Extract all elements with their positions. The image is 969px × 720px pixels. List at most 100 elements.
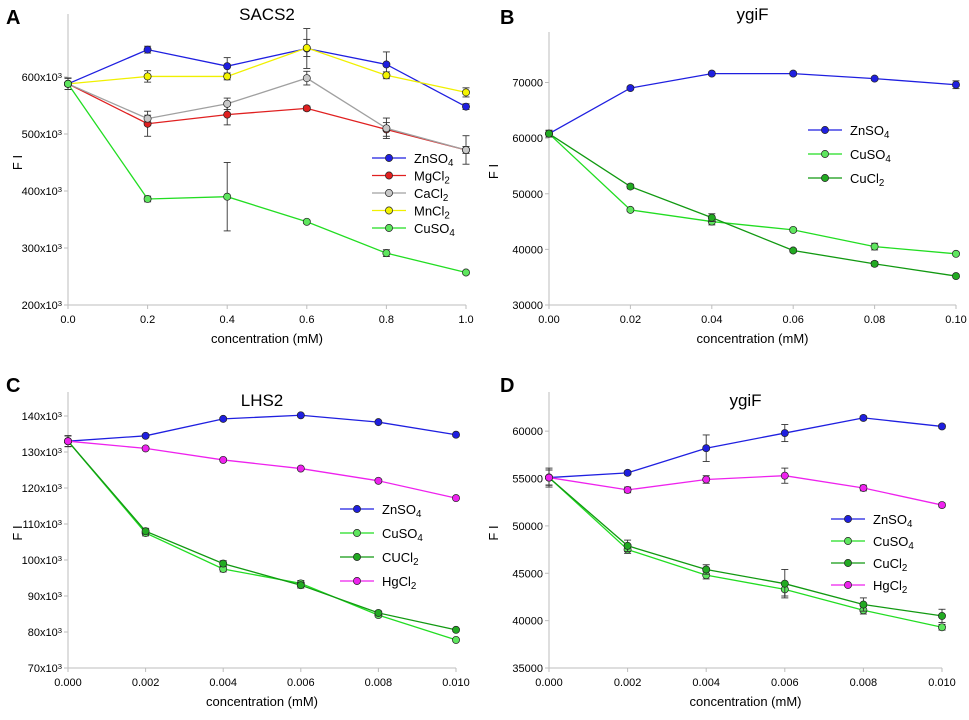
x-tick-label: 0.06 [782, 314, 803, 326]
data-point [938, 623, 946, 632]
chart-title: SACS2 [239, 5, 295, 24]
data-point [707, 213, 716, 222]
y-tick-label: 100x103 [22, 554, 62, 567]
y-tick-label: 600x103 [22, 71, 62, 84]
y-axis-label: F I [10, 155, 25, 170]
data-point [374, 476, 383, 485]
series-line [548, 133, 957, 277]
data-point [452, 430, 460, 439]
data-point [141, 527, 150, 536]
x-tick-label: 0.8 [379, 314, 394, 326]
data-point [780, 579, 789, 588]
legend-marker [385, 206, 393, 215]
data-point [374, 608, 383, 617]
y-tick-label: 140x103 [22, 410, 62, 423]
x-tick-label: 0.0 [60, 314, 75, 326]
data-point [143, 72, 152, 81]
legend-label: CuSO4 [850, 147, 891, 165]
panel-letter: D [500, 375, 514, 397]
chart-panel-c: C LHS2 0.000 0.002 0.004 0.006 0.008 0.010 70x10… [6, 375, 470, 709]
series-line [548, 477, 943, 617]
data-point [789, 69, 798, 78]
x-tick-label: 0.6 [299, 314, 314, 326]
x-tick-label: 0.2 [140, 314, 155, 326]
legend: ZnSO4 CuSO4 CuCl2 [808, 123, 891, 189]
legend-label: HgCl2 [873, 578, 907, 596]
legend-label: CUCl2 [382, 550, 419, 568]
x-tick-label: 0.4 [220, 314, 235, 326]
y-tick-label: 70000 [512, 78, 543, 90]
series-line [548, 72, 957, 135]
legend-label: MgCl2 [414, 169, 450, 187]
legend-marker [385, 154, 393, 162]
panel-letter: C [6, 375, 20, 397]
x-tick-label: 0.02 [620, 314, 641, 326]
legend-marker [844, 581, 852, 589]
data-point [789, 225, 798, 234]
data-point [702, 475, 711, 484]
series-line [67, 83, 467, 274]
legend: ZnSO4 CuSO4 CuCl2 HgCl2 [831, 512, 914, 596]
series-line [67, 47, 467, 108]
series-line [67, 83, 467, 151]
data-point [870, 242, 879, 251]
legend-label: ZnSO4 [382, 502, 422, 520]
data-point [545, 129, 553, 138]
y-tick-label: 55000 [512, 474, 543, 486]
data-point [302, 74, 311, 83]
y-tick-label: 80x103 [28, 626, 62, 639]
data-point [64, 437, 72, 446]
series-hgcl2 [545, 467, 946, 510]
y-tick-label: 500x103 [22, 128, 62, 141]
legend-marker [821, 150, 829, 158]
series-line [548, 133, 957, 255]
data-point [952, 249, 960, 258]
data-point [938, 422, 946, 431]
data-point [938, 611, 946, 620]
data-point [223, 62, 232, 71]
data-point [219, 414, 228, 423]
legend-label: CuSO4 [873, 534, 914, 552]
series-znso4 [64, 411, 460, 448]
x-axis-label: concentration (mM) [697, 331, 809, 346]
x-tick-label: 0.004 [209, 677, 237, 689]
data-point [143, 45, 152, 54]
y-tick-label: 300x103 [22, 242, 62, 255]
legend-marker [844, 537, 852, 545]
panel-letter: B [500, 7, 514, 29]
data-point [626, 205, 635, 214]
x-tick-label: 0.010 [928, 677, 956, 689]
y-tick-label: 50000 [512, 189, 543, 201]
series-hgcl2 [64, 435, 460, 503]
series-line [548, 477, 943, 628]
series-cuso4 [64, 77, 470, 277]
y-tick-label: 400x103 [22, 185, 62, 198]
y-tick-label: 30000 [512, 300, 543, 312]
legend-marker [844, 559, 852, 567]
data-point [219, 455, 228, 464]
x-tick-label: 0.002 [614, 677, 642, 689]
data-point [382, 71, 391, 80]
series-line [548, 417, 943, 479]
data-point [296, 581, 305, 590]
y-tick-label: 70x103 [28, 662, 62, 675]
data-point [143, 114, 152, 123]
x-tick-label: 0.000 [535, 677, 563, 689]
x-tick-label: 0.002 [132, 677, 160, 689]
series-cuso4 [545, 469, 946, 632]
legend-marker [385, 171, 393, 180]
x-tick-label: 0.006 [771, 677, 799, 689]
data-point [623, 485, 632, 494]
legend-marker [821, 126, 829, 134]
data-point [219, 559, 228, 568]
legend-label: CuCl2 [850, 171, 884, 189]
legend: ZnSO4 CuSO4 CUCl2 HgCl2 [340, 502, 423, 592]
legend-label: MnCl2 [414, 204, 450, 222]
y-axis-label: F I [486, 525, 501, 540]
data-point [623, 468, 632, 477]
data-point [626, 84, 635, 93]
data-point [462, 102, 470, 111]
